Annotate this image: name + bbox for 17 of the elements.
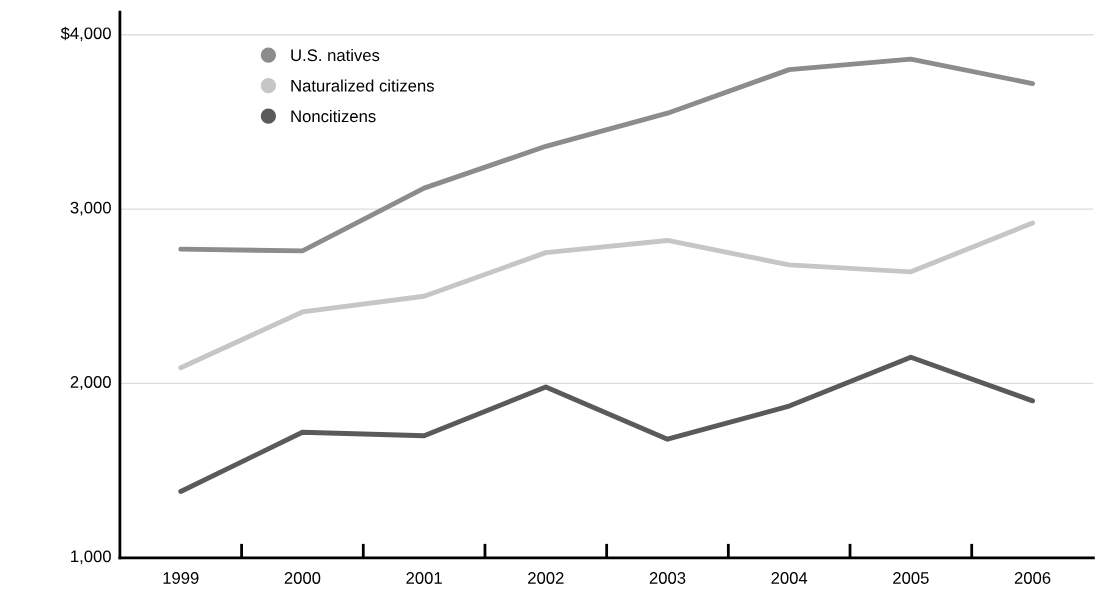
y-tick-label: 1,000 xyxy=(71,550,111,565)
x-tick-label: 2000 xyxy=(284,572,321,584)
legend-label: Naturalized citizens xyxy=(291,79,434,92)
x-tick-label: 2001 xyxy=(406,572,442,584)
line-series xyxy=(178,354,1035,494)
x-tick-label: 2003 xyxy=(649,572,686,584)
y-tick-label: 3,000 xyxy=(70,201,111,216)
y-tick-label: $4,000 xyxy=(60,26,111,42)
x-tick-label: 2006 xyxy=(1014,572,1051,584)
line-series xyxy=(178,220,1035,371)
legend-label: Noncitizens xyxy=(291,109,376,123)
x-tick-label: 2005 xyxy=(893,572,929,584)
x-tick-label: 1999 xyxy=(163,572,199,584)
legend-label: U.S. natives xyxy=(291,48,380,62)
x-tick-label: 2002 xyxy=(528,572,564,584)
y-tick-label: 2,000 xyxy=(70,376,111,390)
x-tick-label: 2004 xyxy=(771,572,808,584)
